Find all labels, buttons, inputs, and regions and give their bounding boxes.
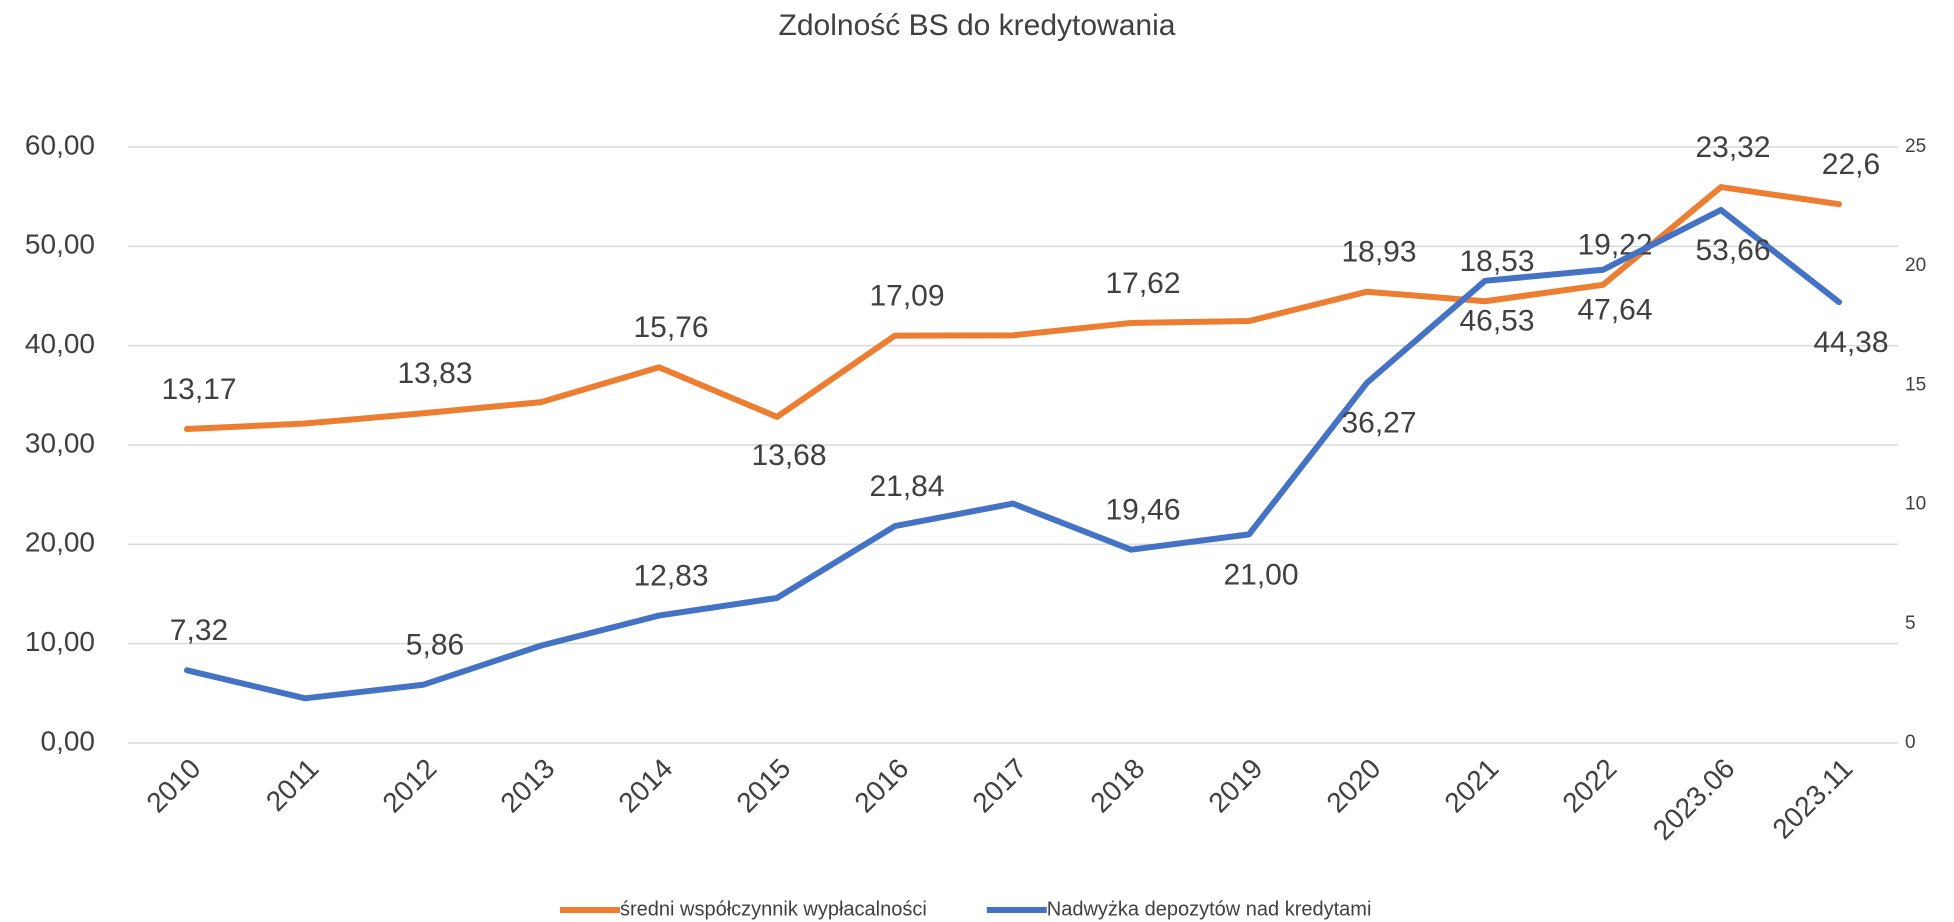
x-tick-label: 2017 xyxy=(966,753,1032,819)
y-tick-label: 30,00 xyxy=(25,427,95,458)
data-label: 47,64 xyxy=(1577,294,1652,327)
x-tick-label: 2013 xyxy=(494,753,560,819)
x-tick-label: 2020 xyxy=(1320,753,1386,819)
y2-tick-label: 0 xyxy=(1905,732,1916,753)
data-label: 13,83 xyxy=(397,357,472,390)
x-tick-label: 2012 xyxy=(376,753,442,819)
x-tick-label: 2018 xyxy=(1084,753,1150,819)
y-tick-label: 0,00 xyxy=(41,725,96,756)
chart-title: Zdolność BS do kredytowania xyxy=(779,9,1176,42)
data-label: 19,46 xyxy=(1105,494,1180,527)
y2-tick-label: 15 xyxy=(1905,374,1926,395)
data-label: 46,53 xyxy=(1459,305,1534,338)
x-tick-label: 2014 xyxy=(612,753,678,819)
legend-label: Nadwyżka depozytów nad kredytami xyxy=(1047,898,1372,920)
y-tick-label: 60,00 xyxy=(25,129,95,160)
data-label: 5,86 xyxy=(406,629,464,662)
data-label: 18,53 xyxy=(1459,245,1534,278)
x-tick-label: 2021 xyxy=(1438,753,1504,819)
x-tick-label: 2023.06 xyxy=(1647,753,1740,846)
x-tick-label: 2023.11 xyxy=(1766,753,1858,845)
data-label: 53,66 xyxy=(1695,234,1770,267)
y2-tick-label: 10 xyxy=(1905,494,1926,515)
data-label: 18,93 xyxy=(1341,236,1416,269)
y-tick-label: 20,00 xyxy=(25,527,95,558)
data-label: 13,17 xyxy=(161,373,236,406)
y-tick-label: 40,00 xyxy=(25,328,95,359)
data-label: 44,38 xyxy=(1813,326,1888,359)
data-label: 23,32 xyxy=(1695,131,1770,164)
y-tick-label: 10,00 xyxy=(25,626,95,657)
x-tick-label: 2022 xyxy=(1556,753,1622,819)
legend-label: średni współczynnik wypłacalności xyxy=(620,898,927,920)
data-label: 7,32 xyxy=(170,614,228,647)
data-label: 22,6 xyxy=(1822,148,1880,181)
x-tick-label: 2015 xyxy=(730,753,796,819)
x-tick-label: 2016 xyxy=(848,753,914,819)
x-tick-label: 2011 xyxy=(260,753,325,818)
data-label: 17,09 xyxy=(869,279,944,312)
y2-tick-label: 5 xyxy=(1905,613,1916,634)
data-label: 19,22 xyxy=(1577,229,1652,262)
x-tick-label: 2019 xyxy=(1202,753,1268,819)
data-label: 21,00 xyxy=(1223,558,1298,591)
y2-tick-label: 25 xyxy=(1905,136,1926,157)
x-tick-label: 2010 xyxy=(140,753,206,819)
data-label: 12,83 xyxy=(633,559,708,592)
y2-tick-label: 20 xyxy=(1905,255,1926,276)
data-label: 15,76 xyxy=(633,311,708,344)
data-label: 36,27 xyxy=(1341,407,1416,440)
y-tick-label: 50,00 xyxy=(25,229,95,260)
line-series xyxy=(184,206,1842,702)
data-label: 13,68 xyxy=(751,439,826,472)
data-label: 17,62 xyxy=(1105,267,1180,300)
data-label: 21,84 xyxy=(869,470,944,503)
line-series xyxy=(184,184,1842,433)
